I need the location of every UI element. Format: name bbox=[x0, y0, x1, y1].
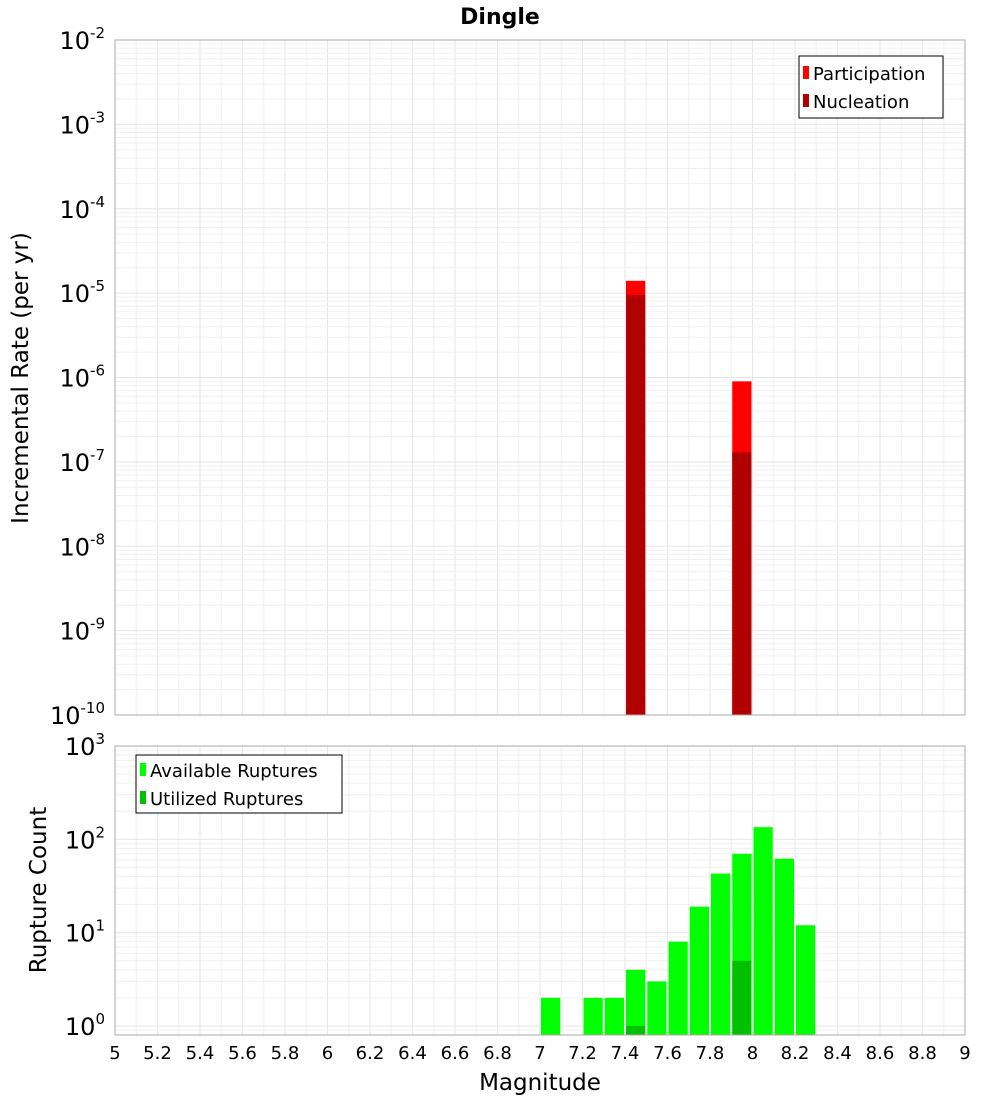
x-tick-label: 6.6 bbox=[441, 1043, 470, 1064]
count-available-ruptures-bar bbox=[689, 906, 709, 1035]
legend-label-available: Available Ruptures bbox=[150, 761, 318, 782]
count-utilized-ruptures-bar bbox=[732, 960, 752, 1035]
count-available-ruptures-bar bbox=[668, 941, 688, 1035]
top-y-tick-label: 10-10 bbox=[50, 699, 105, 730]
x-tick-label: 8.4 bbox=[823, 1043, 852, 1064]
bottom-y-tick-label: 103 bbox=[65, 730, 105, 761]
top-y-tick-label: 10-6 bbox=[59, 362, 105, 393]
chart-title: Dingle bbox=[460, 5, 540, 30]
top-y-tick-label: 10-3 bbox=[59, 108, 105, 139]
x-tick-label: 7.8 bbox=[696, 1043, 725, 1064]
top-legend-box bbox=[798, 55, 944, 119]
top-y-tick-label: 10-5 bbox=[59, 277, 105, 308]
count-available-ruptures-bar bbox=[711, 873, 731, 1035]
top-plot: 10-2 10-3 10-4 10-5 10-6 10-7 10-8 10-9 10-10 In… bbox=[8, 24, 966, 730]
bottom-grid bbox=[114, 745, 966, 1036]
x-tick-label: 7.6 bbox=[653, 1043, 682, 1064]
top-bars bbox=[626, 280, 752, 715]
top-grid bbox=[114, 39, 966, 716]
legend-label-utilized: Utilized Ruptures bbox=[150, 789, 303, 810]
bottom-y-tick-label: 101 bbox=[65, 917, 105, 948]
bottom-plot: 103 102 101 100 5 5.2 5.4 5.6 5.8 6 6.2 6.4 6.6 6.8 7… bbox=[26, 730, 971, 1096]
count-available-ruptures-bar bbox=[774, 858, 794, 1035]
bottom-bars bbox=[541, 827, 816, 1035]
count-available-ruptures-bar bbox=[626, 969, 646, 1035]
legend-label-participation: Participation bbox=[813, 64, 925, 85]
x-tick-label: 9 bbox=[959, 1043, 970, 1064]
bottom-legend-box bbox=[135, 754, 343, 814]
x-tick-label: 6.2 bbox=[356, 1043, 385, 1064]
legend-swatch-participation bbox=[803, 66, 809, 79]
top-y-tick-label: 10-9 bbox=[59, 615, 105, 646]
x-tick-label: 6 bbox=[322, 1043, 333, 1064]
bottom-y-ticks: 103 102 101 100 bbox=[65, 730, 105, 1041]
legend-swatch-utilized bbox=[140, 791, 146, 804]
top-y-axis-label: Incremental Rate (per yr) bbox=[8, 232, 34, 524]
count-available-ruptures-bar bbox=[796, 925, 816, 1035]
count-utilized-ruptures-bar bbox=[626, 1025, 646, 1035]
bottom-y-axis-label: Rupture Count bbox=[26, 807, 52, 973]
count-available-ruptures-bar bbox=[541, 997, 561, 1035]
legend-swatch-nucleation bbox=[803, 94, 809, 107]
x-tick-label: 7 bbox=[534, 1043, 545, 1064]
x-tick-label: 7.2 bbox=[568, 1043, 597, 1064]
bottom-y-tick-label: 100 bbox=[65, 1010, 105, 1041]
top-y-tick-label: 10-7 bbox=[59, 446, 105, 477]
x-tick-label: 8.2 bbox=[781, 1043, 810, 1064]
x-tick-label: 5.8 bbox=[271, 1043, 300, 1064]
top-y-tick-label: 10-2 bbox=[59, 24, 105, 55]
x-tick-label: 5 bbox=[109, 1043, 120, 1064]
top-y-tick-label: 10-4 bbox=[59, 193, 105, 224]
x-tick-label: 5.6 bbox=[228, 1043, 257, 1064]
x-tick-label: 6.4 bbox=[398, 1043, 427, 1064]
x-tick-label: 8.6 bbox=[866, 1043, 895, 1064]
legend-swatch-available bbox=[140, 763, 146, 776]
x-tick-label: 6.8 bbox=[483, 1043, 512, 1064]
top-legend: Participation Nucleation bbox=[798, 55, 944, 119]
rate-nucleation-bar bbox=[626, 295, 646, 715]
x-axis-label: Magnitude bbox=[479, 1070, 601, 1096]
x-tick-label: 5.4 bbox=[186, 1043, 215, 1064]
top-y-tick-label: 10-8 bbox=[59, 530, 105, 561]
x-tick-label: 8.8 bbox=[908, 1043, 937, 1064]
legend-label-nucleation: Nucleation bbox=[813, 92, 909, 113]
x-tick-label: 5.2 bbox=[143, 1043, 172, 1064]
rate-nucleation-bar bbox=[732, 452, 752, 715]
count-available-ruptures-bar bbox=[753, 827, 773, 1035]
count-available-ruptures-bar bbox=[583, 997, 603, 1035]
bottom-legend: Available Ruptures Utilized Ruptures bbox=[135, 754, 343, 814]
bottom-y-tick-label: 102 bbox=[65, 823, 105, 854]
x-tick-label: 7.4 bbox=[611, 1043, 640, 1064]
count-available-ruptures-bar bbox=[604, 997, 624, 1035]
top-plot-border bbox=[114, 39, 966, 716]
x-ticks: 5 5.2 5.4 5.6 5.8 6 6.2 6.4 6.6 6.8 7 7.2 7.4 7.6 7.8 8… bbox=[109, 1043, 970, 1064]
top-y-ticks: 10-2 10-3 10-4 10-5 10-6 10-7 10-8 10-9 10-10 bbox=[50, 24, 105, 730]
bottom-plot-border bbox=[114, 745, 966, 1036]
count-available-ruptures-bar bbox=[647, 981, 667, 1035]
x-tick-label: 8 bbox=[747, 1043, 758, 1064]
